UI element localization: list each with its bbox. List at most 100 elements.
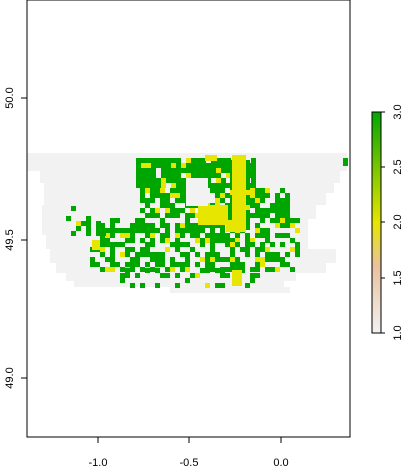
raster-cell — [140, 223, 145, 228]
raster-cell — [220, 238, 225, 243]
raster-cell — [145, 233, 150, 238]
raster-cell — [245, 283, 250, 288]
raster-cell — [265, 247, 270, 252]
raster-cell — [175, 198, 180, 203]
raster-cell — [125, 238, 130, 243]
raster-cell — [232, 270, 242, 286]
raster-cell — [145, 188, 150, 193]
raster-cell — [151, 158, 156, 163]
raster-cell — [270, 242, 275, 247]
raster-cell — [260, 257, 265, 262]
raster-cell — [245, 175, 250, 180]
raster-cell — [220, 223, 225, 228]
raster-cell — [92, 240, 100, 250]
raster-cell — [270, 203, 275, 208]
raster-cell — [175, 188, 180, 193]
raster-cell — [245, 247, 250, 252]
raster-cell — [210, 267, 215, 272]
raster-cell — [215, 223, 220, 228]
raster-cell — [220, 268, 225, 273]
raster-cell — [235, 242, 240, 247]
raster-cell — [260, 242, 265, 247]
raster-cell — [95, 262, 100, 267]
raster-cell — [110, 262, 115, 267]
raster-cell — [110, 267, 115, 272]
raster-cell — [151, 173, 156, 178]
raster-cell — [260, 198, 265, 203]
raster-cell — [141, 163, 146, 168]
raster-cell — [151, 168, 156, 173]
raster-cell — [265, 238, 270, 243]
raster-cell — [295, 218, 300, 223]
raster-cell — [196, 168, 201, 173]
raster-cell — [240, 268, 245, 273]
raster-cell — [175, 213, 180, 218]
legend-tick-label: 2.0 — [392, 214, 404, 229]
raster-cell — [280, 208, 285, 213]
raster-cell — [225, 257, 230, 262]
raster-cell — [105, 257, 110, 262]
raster-cell — [141, 158, 146, 163]
raster-cell — [86, 231, 91, 236]
raster-cell — [290, 247, 295, 252]
raster-cell — [180, 198, 185, 203]
raster-cell — [165, 223, 170, 228]
raster-cell — [145, 198, 150, 203]
y-axis: 49.0 49.5 50.0 — [4, 87, 28, 389]
raster-cell — [201, 158, 206, 163]
raster-cell — [170, 242, 175, 247]
raster-cell — [100, 238, 105, 243]
raster-cell — [141, 168, 146, 173]
raster-cell — [110, 218, 115, 223]
raster-cell — [260, 208, 265, 213]
raster-cell — [130, 267, 135, 272]
raster-cell — [156, 163, 161, 168]
raster-cell — [275, 198, 280, 203]
raster-cell — [150, 267, 155, 272]
raster-cell — [171, 178, 176, 183]
raster-cell — [110, 242, 115, 247]
raster-cell — [245, 242, 250, 247]
raster-cell — [205, 233, 210, 238]
raster-cell — [215, 193, 220, 198]
raster-cell — [56, 263, 326, 273]
raster-cell — [155, 193, 160, 198]
raster-cell — [115, 228, 120, 233]
raster-cell — [100, 223, 105, 228]
raster-cell — [260, 193, 265, 198]
raster-cell — [255, 233, 260, 238]
raster-cell — [165, 208, 170, 213]
raster-cell — [105, 238, 110, 243]
raster-cell — [156, 178, 161, 183]
y-tick-label: 50.0 — [4, 87, 16, 108]
raster-cell — [86, 226, 91, 231]
raster-cell — [135, 218, 140, 223]
raster-cell — [220, 273, 225, 278]
raster-cell — [225, 193, 230, 198]
raster-cell — [196, 158, 201, 163]
raster-cell — [160, 198, 165, 203]
raster-cell — [260, 233, 265, 238]
raster-cell — [140, 198, 145, 203]
raster-cell — [216, 168, 221, 173]
raster-cell — [201, 173, 206, 178]
raster-cell — [285, 223, 290, 228]
raster-cell — [280, 218, 285, 223]
raster-cell — [155, 228, 160, 233]
raster-cell — [100, 228, 105, 233]
raster-cell — [245, 190, 250, 195]
raster-cell — [290, 267, 295, 272]
raster-cell — [280, 242, 285, 247]
raster-cell — [176, 168, 181, 173]
raster-cell — [161, 173, 166, 178]
raster-cell — [150, 257, 155, 262]
raster-cell — [260, 247, 265, 252]
raster-cell — [265, 252, 270, 257]
raster-cell — [146, 163, 151, 168]
raster-cell — [161, 163, 166, 168]
raster-cell — [110, 257, 115, 262]
raster-cell — [245, 160, 250, 165]
raster-cell — [220, 257, 225, 262]
raster-cell — [255, 262, 260, 267]
raster-cell — [190, 228, 195, 233]
